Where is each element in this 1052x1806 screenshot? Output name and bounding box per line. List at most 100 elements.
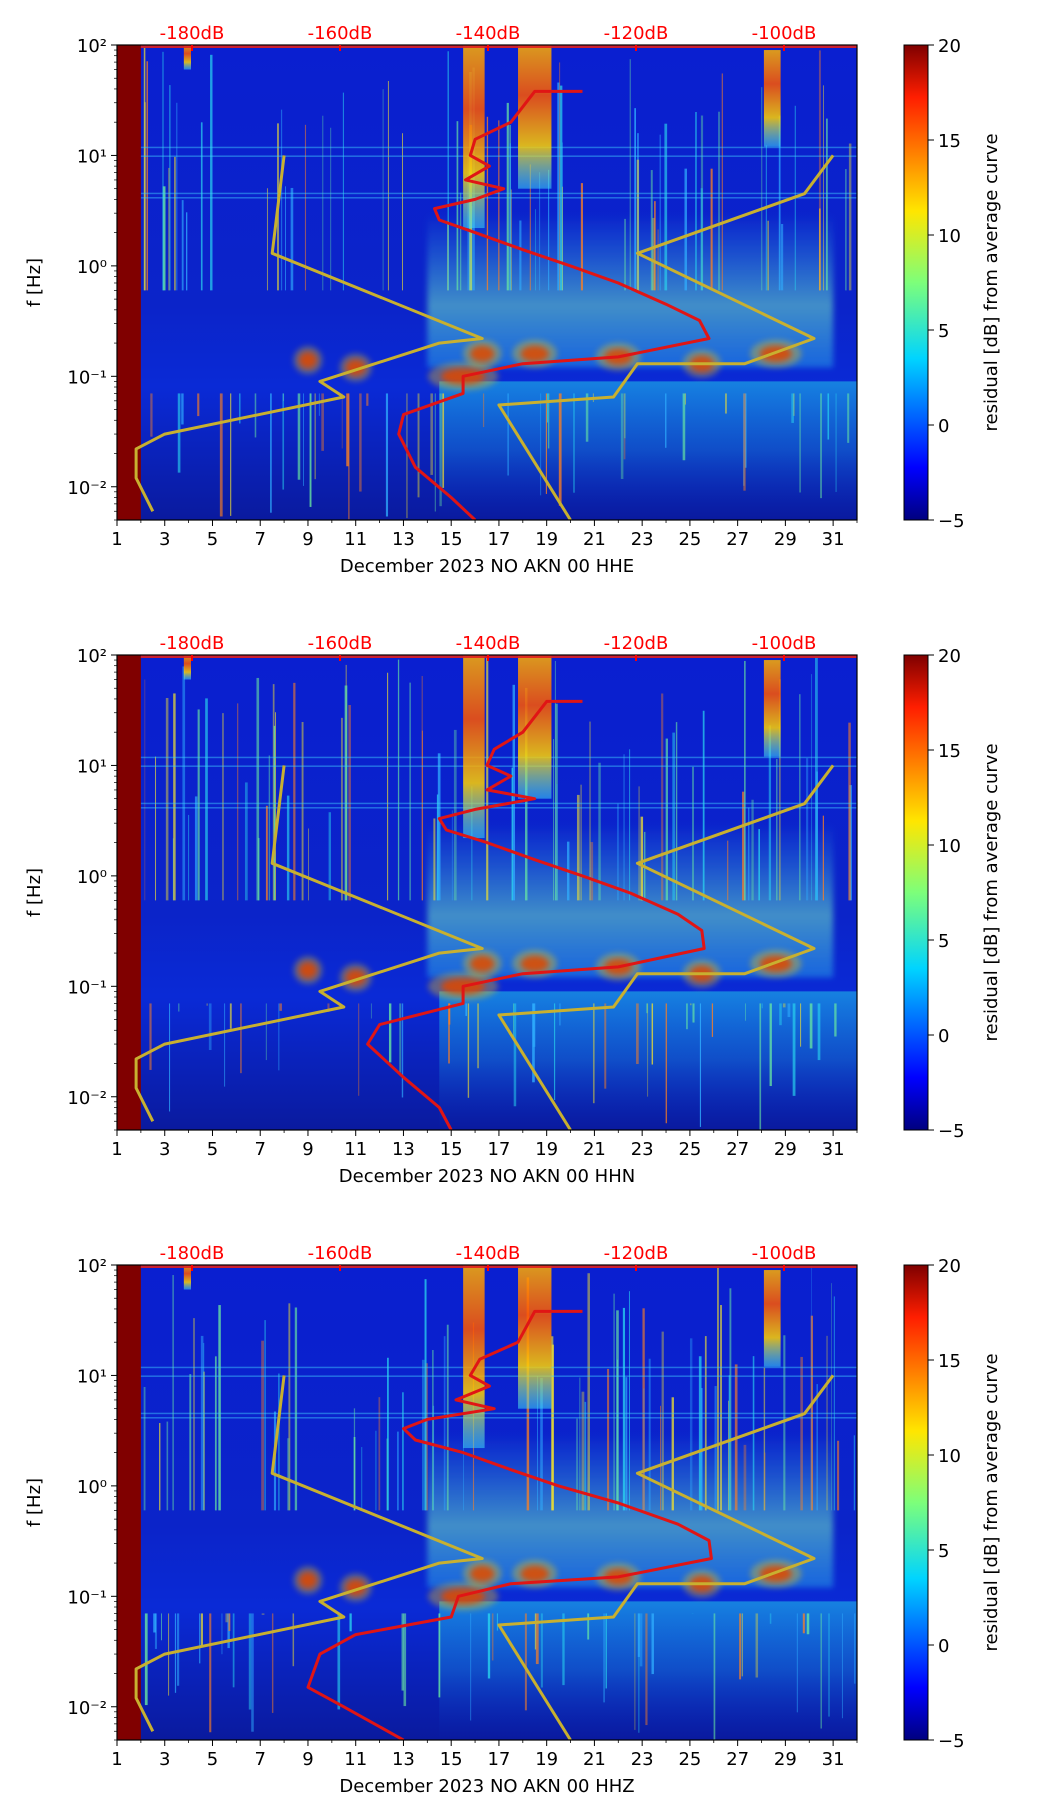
noise-model-high-curve: [497, 764, 835, 1130]
event-column: [463, 1265, 485, 1449]
y-tick-label: 10⁻¹: [67, 367, 107, 388]
y-tick-label: 10⁰: [77, 257, 107, 278]
panel-3: 1 3 5 7 9 11 13 15 17 19 21 23 25 27 29 3110²10¹10⁰10⁻¹…: [24, 1243, 1002, 1797]
average-psd-curve: [397, 89, 711, 520]
y-tick-label: 10⁻¹: [67, 1587, 107, 1608]
horizontal-line: [117, 802, 857, 805]
colorbar-gradient: [903, 1264, 929, 1741]
x-tick-label: 27: [726, 529, 749, 550]
event-column: [463, 655, 485, 839]
colorbar-label: residual [dB] from average curve: [981, 133, 1002, 431]
top-db-label: -140dB: [456, 633, 521, 654]
x-tick-label: 3: [159, 1749, 170, 1770]
x-tick-label: 17: [487, 1749, 510, 1770]
x-tick-label: 19: [535, 1139, 558, 1160]
top-db-label: -100dB: [752, 633, 817, 654]
x-tick-label: 9: [302, 1749, 313, 1770]
x-tick-label: 31: [822, 1139, 845, 1160]
x-tick-label: 27: [726, 1749, 749, 1770]
top-db-label: -100dB: [752, 1243, 817, 1264]
colorbar-tick-label: 5: [938, 931, 949, 952]
x-tick-label: 7: [254, 529, 265, 550]
panel-1: 1 3 5 7 9 11 13 15 17 19 21 23 25 27 29 3110²10¹10⁰10⁻¹…: [24, 23, 1002, 577]
colorbar-tick-label: 20: [938, 1256, 961, 1277]
x-tick-label: 5: [207, 1139, 218, 1160]
top-db-label: -120dB: [604, 1243, 669, 1264]
colorbar-tick-label: 5: [938, 321, 949, 342]
x-tick-label: 15: [440, 1749, 463, 1770]
top-db-label: -160dB: [308, 23, 373, 44]
x-tick-label: 1: [111, 529, 122, 550]
top-db-label: -180dB: [160, 1243, 225, 1264]
top-db-label: -120dB: [604, 23, 669, 44]
x-axis-label: December 2023 NO AKN 00 HHE: [340, 556, 634, 577]
saturated-column: [117, 45, 141, 520]
top-db-label: -160dB: [308, 1243, 373, 1264]
event-column: [183, 45, 191, 70]
top-db-label: -180dB: [160, 633, 225, 654]
event-column: [518, 655, 552, 799]
heatmap-area: [117, 655, 857, 1130]
x-axis-label: December 2023 NO AKN 00 HHZ: [339, 1776, 634, 1797]
colorbar: 20 15 10 5 0 −5 residual [dB] from average cur…: [903, 36, 1002, 532]
x-tick-label: 21: [583, 529, 606, 550]
top-db-label: -120dB: [604, 633, 669, 654]
x-tick-label: 25: [678, 1139, 701, 1160]
average-psd-curve: [366, 699, 706, 1130]
x-tick-label: 9: [302, 1139, 313, 1160]
x-tick-label: 9: [302, 529, 313, 550]
panel-2: 1 3 5 7 9 11 13 15 17 19 21 23 25 27 29 3110²10¹10⁰10⁻¹…: [24, 633, 1002, 1187]
x-tick-label: 25: [678, 529, 701, 550]
y-tick-label: 10²: [77, 36, 107, 57]
horizontal-line: [117, 1412, 857, 1415]
colorbar-tick-label: 10: [938, 226, 961, 247]
colorbar-label: residual [dB] from average curve: [981, 1353, 1002, 1651]
colorbar-tick-label: −5: [938, 1121, 965, 1142]
y-tick-label: 10⁻²: [67, 478, 107, 499]
x-tick-label: 31: [822, 529, 845, 550]
colorbar-label: residual [dB] from average curve: [981, 743, 1002, 1041]
event-column: [763, 660, 781, 757]
horizontal-line: [117, 155, 857, 157]
x-tick-label: 1: [111, 1749, 122, 1770]
x-tick-label: 7: [254, 1139, 265, 1160]
colorbar-tick-label: 10: [938, 836, 961, 857]
x-tick-label: 5: [207, 1749, 218, 1770]
colorbar-gradient: [903, 654, 929, 1131]
x-tick-label: 5: [207, 529, 218, 550]
colorbar-tick-label: 10: [938, 1446, 961, 1467]
x-tick-label: 25: [678, 1749, 701, 1770]
colorbar-tick-label: −5: [938, 1731, 965, 1752]
x-tick-label: 1: [111, 1139, 122, 1160]
colorbar: 20 15 10 5 0 −5 residual [dB] from average cur…: [903, 1256, 1002, 1752]
x-tick-label: 17: [487, 1139, 510, 1160]
horizontal-line: [117, 1375, 857, 1377]
x-tick-label: 19: [535, 1749, 558, 1770]
x-tick-label: 21: [583, 1139, 606, 1160]
event-column: [518, 45, 552, 189]
x-tick-label: 27: [726, 1139, 749, 1160]
y-tick-label: 10²: [77, 1256, 107, 1277]
top-db-label: -100dB: [752, 23, 817, 44]
y-tick-label: 10⁰: [77, 867, 107, 888]
x-tick-label: 11: [344, 1139, 367, 1160]
colorbar-tick-label: 20: [938, 646, 961, 667]
top-db-label: -140dB: [456, 1243, 521, 1264]
x-tick-label: 31: [822, 1749, 845, 1770]
event-column: [183, 1265, 191, 1290]
vertical-streaks: [143, 1265, 856, 1740]
colorbar-tick-label: 20: [938, 36, 961, 57]
lowfreq-band: [439, 381, 857, 520]
event-column: [763, 50, 781, 147]
y-axis-label: f [Hz]: [24, 1478, 45, 1527]
y-tick-label: 10⁻²: [67, 1088, 107, 1109]
y-axis-label: f [Hz]: [24, 258, 45, 307]
noise-model-low-curve: [134, 155, 484, 512]
heatmap-area: [117, 1265, 857, 1740]
horizontal-line: [117, 146, 857, 149]
average-psd-curve: [306, 1309, 713, 1740]
saturated-column: [117, 1265, 141, 1740]
x-tick-label: 3: [159, 1139, 170, 1160]
noise-model-low-curve: [134, 765, 484, 1122]
